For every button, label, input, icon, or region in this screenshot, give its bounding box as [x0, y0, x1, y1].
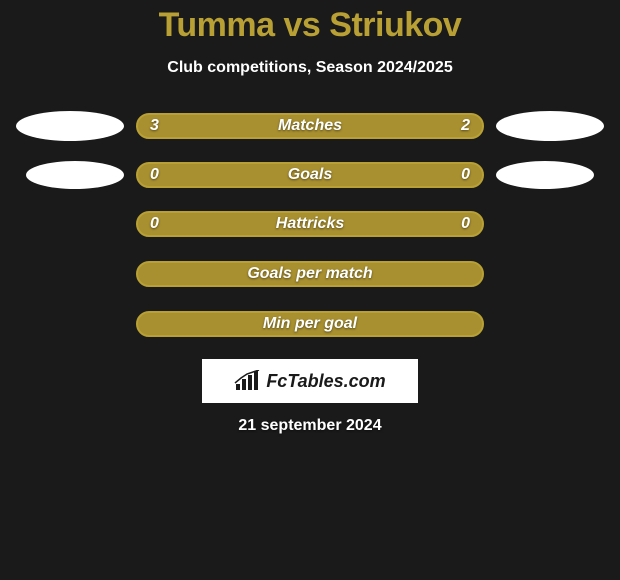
player-left-marker: [16, 111, 124, 141]
spacer: [496, 209, 604, 239]
stat-row: 3 Matches 2: [0, 111, 620, 141]
stat-row: 0 Goals 0: [0, 161, 620, 189]
stat-bar: Min per goal: [136, 311, 484, 337]
stat-left-value: 0: [150, 215, 159, 233]
stat-left-value: 0: [150, 166, 159, 184]
logo-text: FcTables.com: [266, 371, 385, 392]
player-right-marker: [496, 111, 604, 141]
player-right-marker: [496, 161, 594, 189]
stat-label: Goals: [288, 166, 332, 184]
stat-right-value: 2: [461, 117, 470, 135]
spacer: [496, 259, 604, 289]
bar-chart-icon: [234, 370, 260, 392]
source-logo: FcTables.com: [202, 359, 418, 403]
stats-list: 3 Matches 2 0 Goals 0 0 Hattricks 0 Goals per mat…: [0, 111, 620, 339]
date-label: 21 september 2024: [0, 417, 620, 435]
stat-left-value: 3: [150, 117, 159, 135]
spacer: [16, 209, 124, 239]
subtitle: Club competitions, Season 2024/2025: [0, 59, 620, 77]
stat-bar: 0 Hattricks 0: [136, 211, 484, 237]
stat-row: Min per goal: [0, 309, 620, 339]
stat-label: Goals per match: [247, 265, 372, 283]
stat-right-value: 0: [461, 166, 470, 184]
stat-bar: 0 Goals 0: [136, 162, 484, 188]
stat-label: Matches: [278, 117, 342, 135]
spacer: [16, 309, 124, 339]
stat-row: Goals per match: [0, 259, 620, 289]
stat-bar: 3 Matches 2: [136, 113, 484, 139]
player-left-marker: [26, 161, 124, 189]
stat-right-value: 0: [461, 215, 470, 233]
comparison-card: Tumma vs Striukov Club competitions, Sea…: [0, 0, 620, 435]
spacer: [496, 309, 604, 339]
stat-label: Hattricks: [276, 215, 344, 233]
page-title: Tumma vs Striukov: [0, 6, 620, 45]
spacer: [16, 259, 124, 289]
stat-label: Min per goal: [263, 315, 357, 333]
stat-row: 0 Hattricks 0: [0, 209, 620, 239]
stat-bar: Goals per match: [136, 261, 484, 287]
